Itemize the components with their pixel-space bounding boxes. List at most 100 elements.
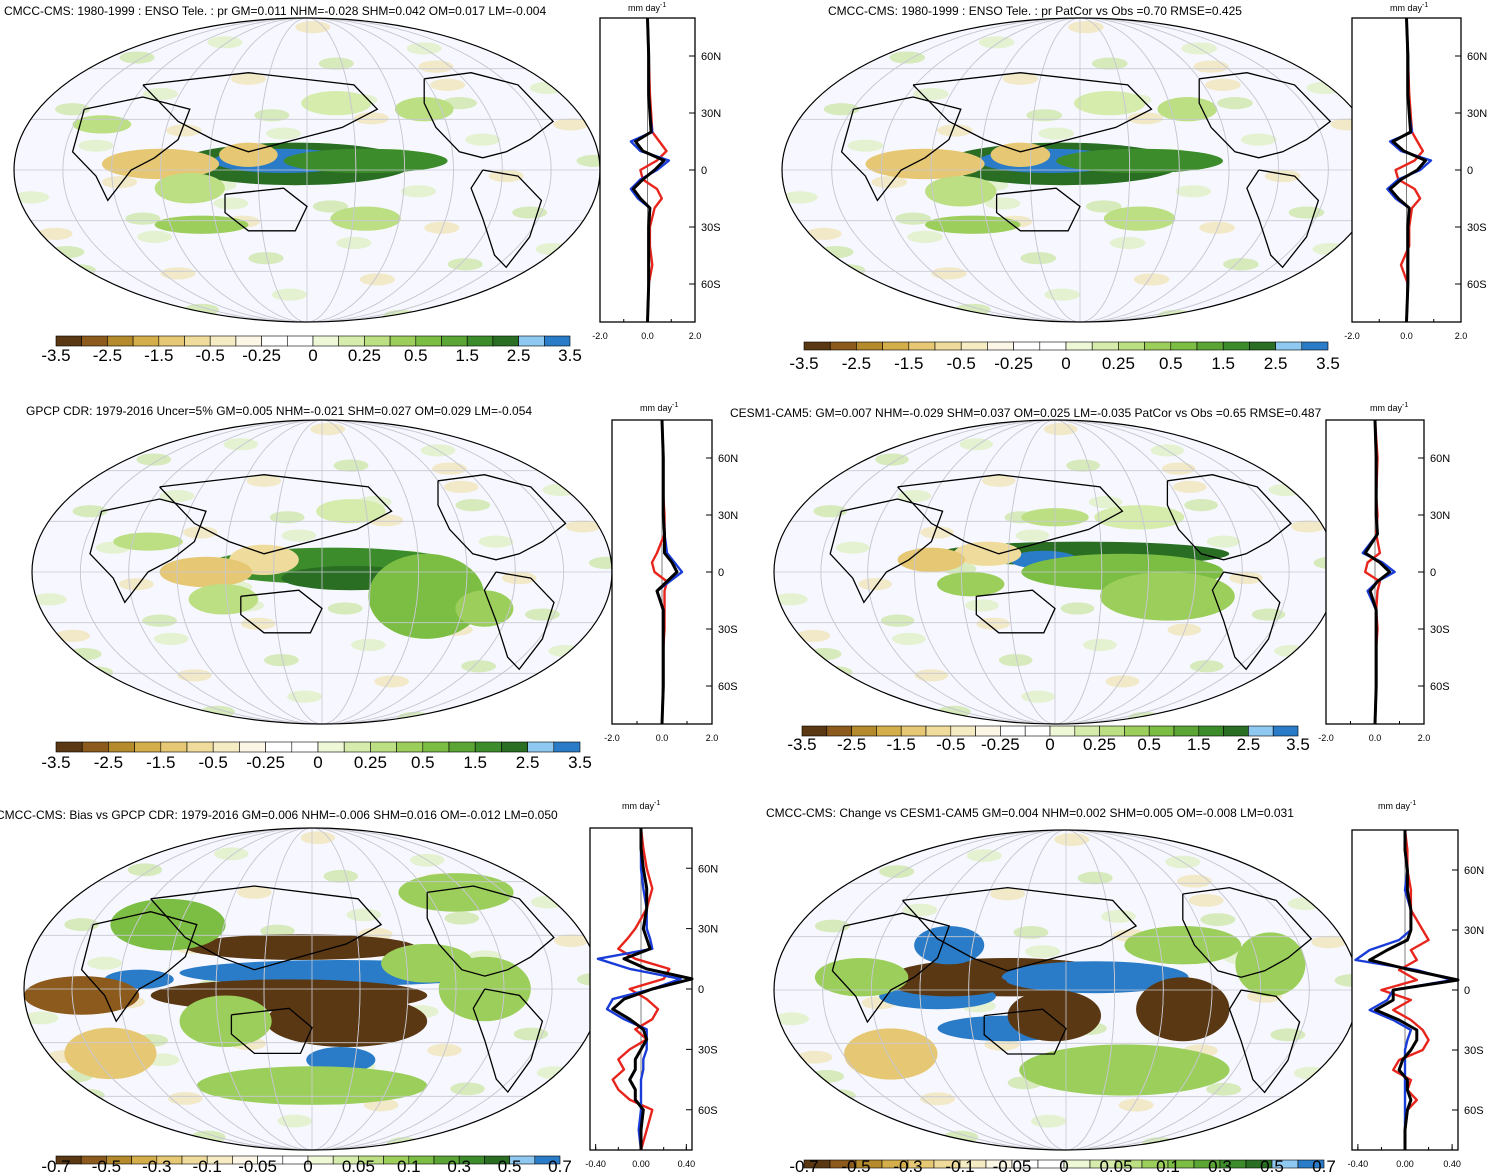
colorbar-swatch <box>108 741 135 753</box>
graticule <box>32 420 612 724</box>
map-anomaly-speckle <box>230 72 266 85</box>
colorbar-swatch <box>317 741 345 753</box>
map-anomaly-speckle <box>1188 894 1224 907</box>
continent-outline <box>240 589 323 634</box>
graticule <box>774 830 1358 1150</box>
profile-units: mm day-1 <box>1390 2 1429 13</box>
map-anomaly-speckle <box>127 863 163 877</box>
zonal-profile: -2.0 0.0 2.0 60N 30N 0 30S 60S <box>592 17 721 341</box>
profile-y-tick-label: 30N <box>701 108 721 120</box>
colorbar-swatch <box>441 335 468 347</box>
colorbar-swatch <box>501 741 528 753</box>
panel-title: CMCC-CMS: Change vs CESM1-CAM5 GM=0.004 … <box>766 806 1294 820</box>
panel-cesm1: CESM1-CAM5: GM=0.007 NHM=-0.029 SHM=0.03… <box>730 394 1496 778</box>
map-anomaly-speckle <box>1091 57 1128 70</box>
profile-y-tick-label: 30S <box>718 624 738 636</box>
continent-outline <box>902 886 1138 972</box>
map-anomaly-region <box>72 115 132 134</box>
colorbar-label: 0.25 <box>1102 354 1135 373</box>
map-anomaly-speckle <box>998 654 1033 667</box>
map-anomaly-speckle <box>269 511 305 524</box>
map-anomaly-speckle <box>774 593 808 606</box>
map-anomaly-speckle <box>1293 1066 1329 1080</box>
map-anomaly-speckle <box>1229 1121 1265 1134</box>
continent-outline <box>995 187 1081 232</box>
continent-outline <box>437 474 567 561</box>
continent-outline <box>472 988 544 1094</box>
map-anomaly-speckle <box>1133 273 1170 286</box>
map-anomaly-speckle <box>1246 294 1283 307</box>
map-anomaly-region <box>990 142 1051 167</box>
colorbar-label: 0.25 <box>348 346 381 365</box>
map-anomaly-speckle <box>818 666 853 679</box>
panel-title: CMCC-CMS: Bias vs GPCP CDR: 1979-2016 GM… <box>0 808 558 822</box>
map-anomaly-speckle <box>41 879 76 893</box>
profile-x-tick-label: 2.0 <box>1455 331 1468 341</box>
panel-title: CMCC-CMS: 1980-1999 : ENSO Tele. : pr GM… <box>4 4 547 18</box>
profile-units: mm day-1 <box>628 2 667 13</box>
map-anomaly-speckle <box>1223 258 1259 271</box>
map-anomaly-region <box>1099 572 1235 621</box>
map-anomaly-speckle <box>90 684 125 697</box>
map-anomaly-speckle <box>473 1121 508 1134</box>
map-anomaly-speckle <box>920 1092 956 1106</box>
map-anomaly-speckle <box>353 112 390 125</box>
map-anomaly-speckle <box>482 312 518 322</box>
map-anomaly-speckle <box>31 66 67 79</box>
profile-units: mm day-1 <box>1378 800 1417 811</box>
map-anomaly-speckle <box>318 57 354 70</box>
colorbar-swatch <box>186 741 214 753</box>
map-anomaly-speckle <box>484 1140 520 1150</box>
map-anomaly-speckle <box>1083 638 1117 652</box>
colorbar-label: -0.7 <box>41 1157 70 1174</box>
map-anomaly-speckle <box>1246 447 1280 460</box>
map-anomaly-speckle <box>1066 459 1100 472</box>
profile-x-tick-label: 0.0 <box>641 331 654 341</box>
profile-series-mean <box>1388 17 1428 323</box>
map-anomaly-speckle <box>847 139 884 152</box>
continent-outline <box>159 474 393 555</box>
map-anomaly-speckle <box>142 87 179 101</box>
colorbar-label: 0 <box>1045 735 1054 754</box>
map-field <box>774 420 1336 724</box>
colorbar-swatch <box>882 341 910 351</box>
map-anomaly-region <box>936 572 1005 597</box>
colorbar-swatch <box>370 741 397 753</box>
map-anomaly-speckle <box>327 602 363 615</box>
map-anomaly-speckle <box>1020 252 1057 265</box>
colorbar-label: 0 <box>303 1157 312 1174</box>
map-anomaly-speckle <box>1025 945 1061 958</box>
map-anomaly-speckle <box>312 200 349 213</box>
map-anomaly-speckle <box>1060 602 1095 615</box>
graticule <box>24 828 600 1150</box>
profile-series-mean <box>611 828 694 1150</box>
map-anomaly-speckle <box>829 264 866 277</box>
panel-cmcc-enso: CMCC-CMS: 1980-1999 : ENSO Tele. : pr GM… <box>0 0 740 384</box>
map-anomaly-region <box>1157 97 1218 122</box>
colorbar-label: 2.5 <box>1264 354 1288 373</box>
map-anomaly-speckle <box>246 474 282 487</box>
map-anomaly-speckle <box>1212 696 1247 709</box>
panel-title: CESM1-CAM5: GM=0.007 NHM=-0.029 SHM=0.03… <box>730 406 1322 420</box>
colorbar: -3.5 -2.5 -1.5 -0.5 -0.25 0 0.25 0.5 1.5 2.5 3.5 <box>787 725 1310 754</box>
colorbar-label: -0.5 <box>199 753 228 772</box>
map-anomaly-speckle <box>461 660 496 673</box>
colorbar-label: 0.1 <box>397 1157 421 1174</box>
map-anomaly-region <box>368 553 485 639</box>
map-anomaly-speckle <box>336 236 372 250</box>
map-anomaly-speckle <box>1282 45 1319 58</box>
colorbar-swatch <box>235 335 262 347</box>
colorbar-label: -0.5 <box>936 735 965 754</box>
map-anomaly-speckle <box>447 258 483 271</box>
profile-units: mm day-1 <box>1370 402 1409 413</box>
map-anomaly-region <box>110 898 226 951</box>
colorbar-swatch <box>55 335 83 347</box>
map-anomaly-speckle <box>565 520 601 533</box>
map-anomaly-speckle <box>1013 926 1049 939</box>
colorbar-label: -0.05 <box>238 1157 277 1174</box>
profile-y-tick-label: 60N <box>698 863 718 875</box>
colorbar-label: 0.25 <box>354 753 387 772</box>
map-anomaly-speckle <box>536 1066 572 1080</box>
colorbar-swatch <box>987 341 1014 351</box>
